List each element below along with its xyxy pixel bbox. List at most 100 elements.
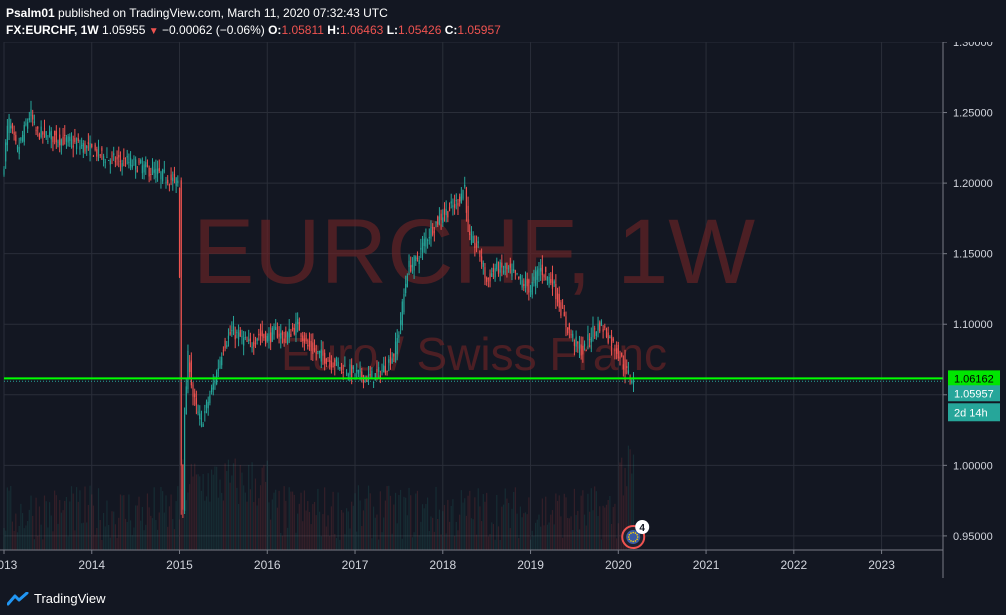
candle-body[interactable] (8, 117, 10, 134)
candle-body[interactable] (433, 231, 435, 233)
candle-body[interactable] (621, 352, 623, 357)
candle-body[interactable] (359, 368, 361, 373)
candle-body[interactable] (124, 165, 127, 167)
candle-body[interactable] (327, 360, 329, 362)
candle-body[interactable] (383, 365, 385, 373)
candle-body[interactable] (114, 161, 116, 163)
candle-body[interactable] (509, 263, 511, 268)
candle-body[interactable] (487, 278, 489, 280)
candle-body[interactable] (550, 279, 552, 283)
candle-body[interactable] (162, 169, 164, 182)
candle-body[interactable] (150, 173, 152, 175)
candle-body[interactable] (462, 190, 464, 199)
candle-body[interactable] (219, 360, 221, 368)
candle-body[interactable] (624, 359, 626, 374)
candle-body[interactable] (411, 264, 414, 268)
candle-body[interactable] (6, 125, 8, 146)
candle-body[interactable] (33, 121, 35, 123)
candle-body[interactable] (519, 275, 522, 279)
candle-body[interactable] (565, 316, 567, 328)
candle-body[interactable] (543, 275, 545, 278)
candle-body[interactable] (256, 338, 258, 341)
candle-body[interactable] (610, 335, 613, 347)
candle-body[interactable] (567, 327, 569, 334)
candle-body[interactable] (3, 168, 5, 175)
candle-body[interactable] (556, 293, 559, 303)
candle-body[interactable] (332, 366, 334, 368)
candle-body[interactable] (214, 381, 216, 384)
candle-body[interactable] (288, 328, 290, 338)
candle-body[interactable] (113, 153, 115, 156)
candle-body[interactable] (74, 138, 76, 142)
candle-body[interactable] (371, 370, 373, 379)
candle-body[interactable] (313, 348, 316, 351)
candle-body[interactable] (48, 132, 51, 136)
candle-body[interactable] (140, 160, 142, 164)
candle-body[interactable] (399, 320, 402, 325)
candle-body[interactable] (334, 359, 336, 366)
candle-body[interactable] (514, 270, 516, 273)
candle-body[interactable] (99, 154, 101, 156)
candle-body[interactable] (175, 177, 177, 186)
candle-body[interactable] (135, 159, 137, 170)
candle-body[interactable] (541, 264, 543, 276)
candle-body[interactable] (595, 331, 597, 336)
candle-body[interactable] (467, 205, 469, 223)
candle-body[interactable] (518, 276, 520, 279)
candle-body[interactable] (420, 247, 422, 250)
publisher-name[interactable]: Psalm01 (6, 6, 55, 20)
candle-body[interactable] (324, 352, 326, 364)
tradingview-logo-icon[interactable] (7, 592, 29, 606)
candle-body[interactable] (94, 144, 96, 151)
candle-body[interactable] (116, 156, 118, 160)
candle-body[interactable] (432, 227, 434, 235)
candle-body[interactable] (339, 367, 341, 369)
candle-body[interactable] (396, 337, 398, 355)
candle-body[interactable] (278, 333, 280, 337)
candle-body[interactable] (352, 366, 354, 370)
candle-body[interactable] (192, 384, 194, 397)
candle-body[interactable] (210, 387, 213, 393)
candle-body[interactable] (45, 131, 47, 138)
candle-body[interactable] (185, 386, 187, 415)
candle-body[interactable] (632, 376, 635, 384)
candle-body[interactable] (528, 279, 530, 293)
candle-body[interactable] (243, 337, 245, 346)
candle-body[interactable] (271, 327, 273, 342)
candle-body[interactable] (268, 333, 270, 342)
candle-body[interactable] (578, 343, 581, 349)
candle-body[interactable] (170, 174, 172, 181)
candle-body[interactable] (489, 273, 491, 282)
candle-body[interactable] (442, 217, 444, 223)
candle-body[interactable] (482, 262, 484, 267)
candle-body[interactable] (258, 333, 260, 336)
candle-body[interactable] (136, 169, 138, 173)
candle-body[interactable] (189, 362, 191, 373)
candle-body[interactable] (308, 340, 311, 347)
candle-body[interactable] (62, 136, 64, 146)
candle-body[interactable] (575, 336, 577, 347)
candle-body[interactable] (40, 126, 42, 138)
candle-body[interactable] (568, 323, 570, 330)
candle-body[interactable] (183, 415, 186, 511)
candle-body[interactable] (551, 273, 554, 289)
candle-body[interactable] (237, 332, 240, 340)
candle-body[interactable] (187, 350, 189, 390)
candle-body[interactable] (577, 341, 579, 344)
candle-body[interactable] (455, 200, 457, 202)
candle-body[interactable] (23, 125, 25, 143)
candle-body[interactable] (376, 368, 378, 373)
candle-body[interactable] (563, 312, 565, 317)
candle-body[interactable] (447, 211, 449, 218)
candle-body[interactable] (616, 348, 618, 354)
candle-body[interactable] (583, 343, 586, 347)
candle-body[interactable] (276, 329, 278, 338)
candle-body[interactable] (264, 331, 267, 345)
candle-body[interactable] (604, 326, 606, 328)
candle-body[interactable] (408, 260, 410, 267)
candle-body[interactable] (361, 371, 363, 378)
candle-body[interactable] (582, 346, 584, 355)
candle-body[interactable] (481, 256, 483, 264)
candle-body[interactable] (378, 367, 380, 372)
